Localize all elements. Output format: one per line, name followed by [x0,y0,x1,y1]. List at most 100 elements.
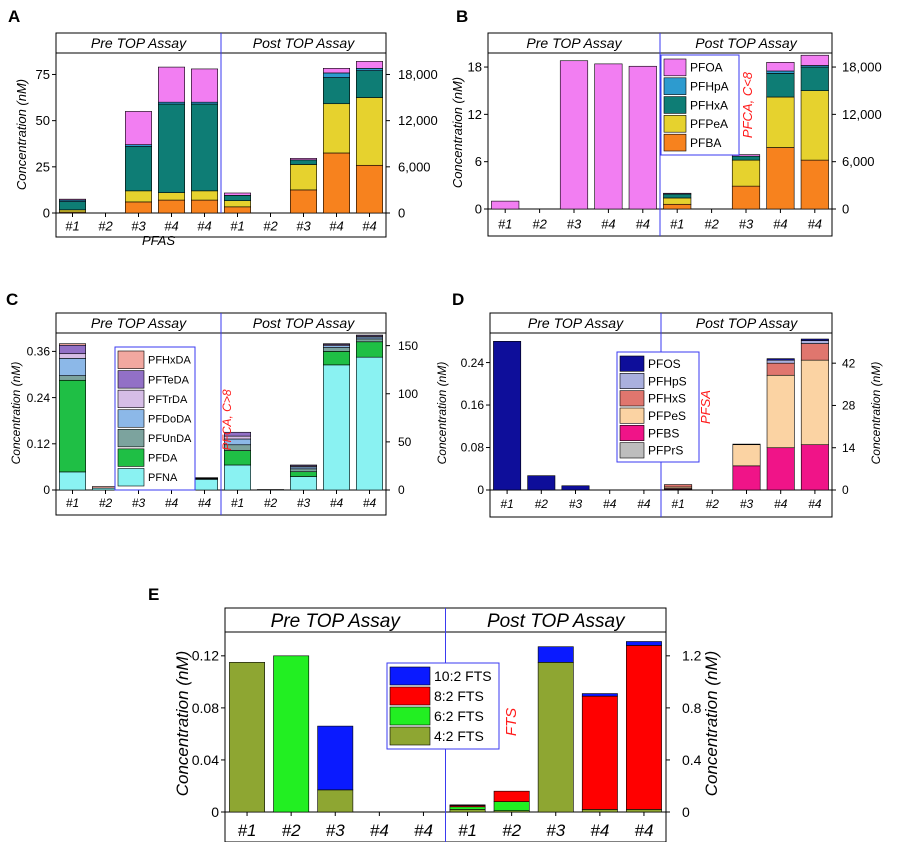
bar-segment-pfos [766,358,795,361]
bar-segment-pfpes [800,359,829,446]
bar-segment-pfhxa [731,155,761,161]
bar-segment-pfba [191,199,219,214]
bar-segment-pfunda [289,468,317,473]
legend: 10:2 FTS 8:2 FTS 6:2 FTS 4:2 FTS [386,662,500,750]
category-label: #1 [230,219,244,234]
compound-class-label: PFCA, C>8 [220,389,234,450]
bar-segment-6-2-fts [449,806,486,810]
category-label: #4 [362,219,376,234]
y-tick-label-left: 0 [211,804,219,820]
bar-segment-pfhxa [191,103,219,192]
legend-swatch [619,442,645,459]
legend-swatch [619,373,645,389]
bar-segment-pfhpa [766,70,795,74]
bar-segment-pfhxs [766,362,795,376]
bar-segment-pfhxa [158,103,186,193]
bar-segment-pfos [527,475,556,491]
bar-segment-pfoa [766,62,795,72]
category-label: #4 [330,496,344,510]
bar-segment-10-2-fts [626,641,662,646]
y-tick-label-left: 0.04 [192,752,219,768]
bar-segment-pfoa [289,158,317,161]
bar-segment-pfba [158,199,186,214]
category-label: #4 [590,821,609,840]
category-label: #2 [263,219,278,234]
category-label: #2 [502,821,521,840]
category-label: #3 [132,496,146,510]
category-label: #3 [326,821,345,840]
bar-segment-pfoa [491,200,520,210]
bar-segment-4-2-fts [317,789,354,813]
category-label: #3 [297,496,311,510]
y-tick-label-left: 0.08 [192,700,219,716]
bar-segment-pfos [493,341,522,491]
legend-swatch [389,666,431,686]
legend-label: 4:2 FTS [434,728,484,744]
category-label: #1 [671,497,684,511]
bar-segment-pfhxa [58,201,86,211]
bar-segment-pfhxa [322,77,350,105]
legend-label: PFOS [648,357,681,371]
y-tick-label-right: 14 [842,441,856,455]
bar-segment-pfbs [766,447,795,491]
bar-segment-pfoa [224,192,252,196]
legend-label: 6:2 FTS [434,708,484,724]
bar-segment-pfoa [355,61,383,69]
bar-segment-pfdoda [58,358,86,376]
category-label: #2 [98,219,113,234]
y-tick-label-left: 12 [468,107,482,122]
bar-segment-4-2-fts [537,662,574,813]
category-label: #1 [670,217,684,232]
category-label: #2 [264,496,278,510]
bar-segment-pfpea [731,159,761,187]
bar-segment-pfoa [800,54,829,66]
bar-segment-pfhxs [664,484,693,488]
legend-swatch [389,686,431,706]
y-tick-label-right: 150 [398,339,418,353]
category-label: #3 [546,821,565,840]
bar-segment-pfba [800,159,829,210]
bar-segment-pfteda [289,464,317,467]
bar-segment-pfteda [224,431,252,437]
bar-segment-pfpea [766,96,795,148]
y-tick-label-right: 0 [398,483,405,497]
panel-letter: C [6,290,18,309]
bar-segment-pfoa [322,68,350,74]
category-label: #1 [500,497,513,511]
bar-segment-pfba [289,189,317,214]
y-tick-label-left: 0 [43,206,50,221]
header-post: Post TOP Assay [696,315,798,331]
y-tick-label-left: 0.08 [461,441,485,455]
legend-label: PFHpA [690,80,729,94]
category-label: #2 [535,497,549,511]
bar-segment-pfba [224,206,252,214]
y-tick-label-right: 18,000 [398,67,438,82]
bar-segment-pfos [561,485,590,491]
category-label: #1 [231,496,244,510]
bar-segment-pfba [355,164,383,214]
y-tick-label-left: 6 [475,154,482,169]
legend-swatch [619,425,645,441]
category-label: #3 [739,217,754,232]
legend-swatch [663,133,687,152]
legend-label: PFPrS [648,444,683,458]
y-tick-label-left: 0 [43,483,50,497]
header-pre: Pre TOP Assay [526,35,622,51]
bar-segment-pfpea [158,192,186,201]
bar-segment-pfos [800,338,829,341]
legend-label: PFPeS [648,409,686,423]
legend-label: PFTrDA [148,394,188,406]
bar-segment-pfhxa [224,194,252,201]
y-axis-label-right: Concentration (nM) [869,362,883,465]
panel-d: D Pre TOP Assay Post TOP Assay #1 #2 #3 #4 #4 #1… [435,290,883,518]
legend: PFHxDA PFTeDA PFTrDA PFDoDA PFUnDA PFDA PFNA [114,346,196,491]
bar-segment-pfhpa [355,68,383,71]
header-post: Post TOP Assay [695,35,797,51]
compound-class-label: FTS [503,708,520,736]
bar-segment-pfba [125,201,153,214]
bar-segment-pfna [58,471,86,491]
category-label: #1 [458,821,477,840]
y-tick-label-left: 0.24 [461,356,485,370]
category-label: #4 [414,821,433,840]
